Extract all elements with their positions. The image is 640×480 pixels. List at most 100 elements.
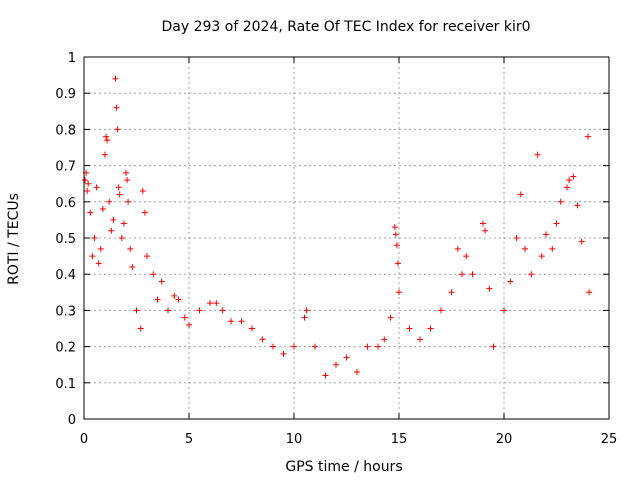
data-point [104,137,111,144]
data-point [543,231,549,238]
data-point [538,253,545,260]
data-point [301,314,308,321]
data-point [364,343,371,350]
y-axis-label: ROTI / TECUs [6,193,22,285]
y-tick-label: 0.7 [55,160,76,175]
data-point [115,184,122,191]
data-point [490,343,497,350]
data-point [387,314,394,321]
data-points [82,75,593,379]
data-point [517,191,524,198]
data-point [103,133,110,140]
data-point [417,336,423,343]
chart-title: Day 293 of 2024, Rate Of TEC Index for r… [161,19,530,35]
data-point [116,191,123,198]
data-point [112,75,119,82]
y-tick-label: 1 [68,51,76,66]
data-point [480,220,486,227]
data-point [120,220,127,227]
y-tick-label: 0.9 [55,87,76,102]
plot-frame [83,56,610,420]
data-point [438,307,444,314]
data-point [133,307,140,314]
data-point [454,245,461,252]
data-point [99,206,106,213]
data-point [82,177,89,184]
data-point [114,126,121,133]
data-point [549,245,556,252]
data-point [91,235,98,241]
data-point [482,227,489,234]
data-point [150,271,157,278]
x-tick-label: 20 [496,432,513,447]
data-point [578,238,585,245]
y-tick-label: 0.4 [55,268,76,283]
data-point [513,235,520,241]
data-point [87,209,94,216]
data-point [392,231,399,238]
data-point [93,184,100,191]
data-point [124,177,131,184]
data-point [393,242,400,249]
data-point [219,307,226,314]
y-tick-label: 0 [68,413,76,428]
data-point [95,260,102,267]
data-point [186,321,192,328]
data-point [394,260,401,267]
data-point [125,198,132,205]
data-point [322,372,329,379]
data-point [139,187,146,194]
data-point [574,202,581,209]
data-point [586,289,593,296]
data-point [534,151,541,158]
data-point [110,216,117,223]
y-tick-label: 0.2 [55,341,76,356]
data-point [391,224,398,231]
data-point [564,184,570,191]
data-point [427,325,434,332]
x-tick-label: 10 [286,432,303,447]
x-tick-label: 5 [185,432,193,447]
data-point [469,271,476,278]
data-point [448,289,455,296]
x-tick-label: 0 [80,432,88,447]
data-point [158,278,165,285]
data-point [213,300,220,307]
data-point [486,285,493,292]
y-tick-label: 0.1 [55,377,76,392]
data-point [84,187,91,194]
data-point [129,263,136,270]
x-tick-label: 25 [601,432,618,447]
data-point [270,343,276,350]
data-point [522,245,528,252]
data-point [585,133,591,140]
data-point [165,307,171,314]
data-point [312,343,318,350]
data-point [171,292,178,299]
data-point [566,177,573,184]
data-point [106,198,113,205]
data-point [102,151,108,158]
axis-ticks: 0 5 10 15 20 25 0 0.1 0.2 0.3 0.4 0.5 0.6 0.7 0.8 0.9 1 [55,51,617,447]
data-point [381,336,388,343]
data-point [354,368,360,375]
data-point [459,271,465,278]
x-tick-label: 15 [391,432,408,447]
data-point [137,325,144,332]
data-point [280,350,287,357]
data-point [113,104,120,111]
data-point [196,307,203,314]
y-tick-label: 0.8 [55,123,76,138]
data-point [85,180,92,187]
data-point [89,253,96,260]
data-point [118,235,125,241]
data-point [249,325,255,332]
data-point [97,245,104,252]
data-point [175,296,182,303]
x-axis-label: GPS time / hours [285,459,402,475]
data-point [108,227,115,234]
data-point [123,169,129,176]
gridlines [84,57,609,419]
data-point [303,307,310,314]
